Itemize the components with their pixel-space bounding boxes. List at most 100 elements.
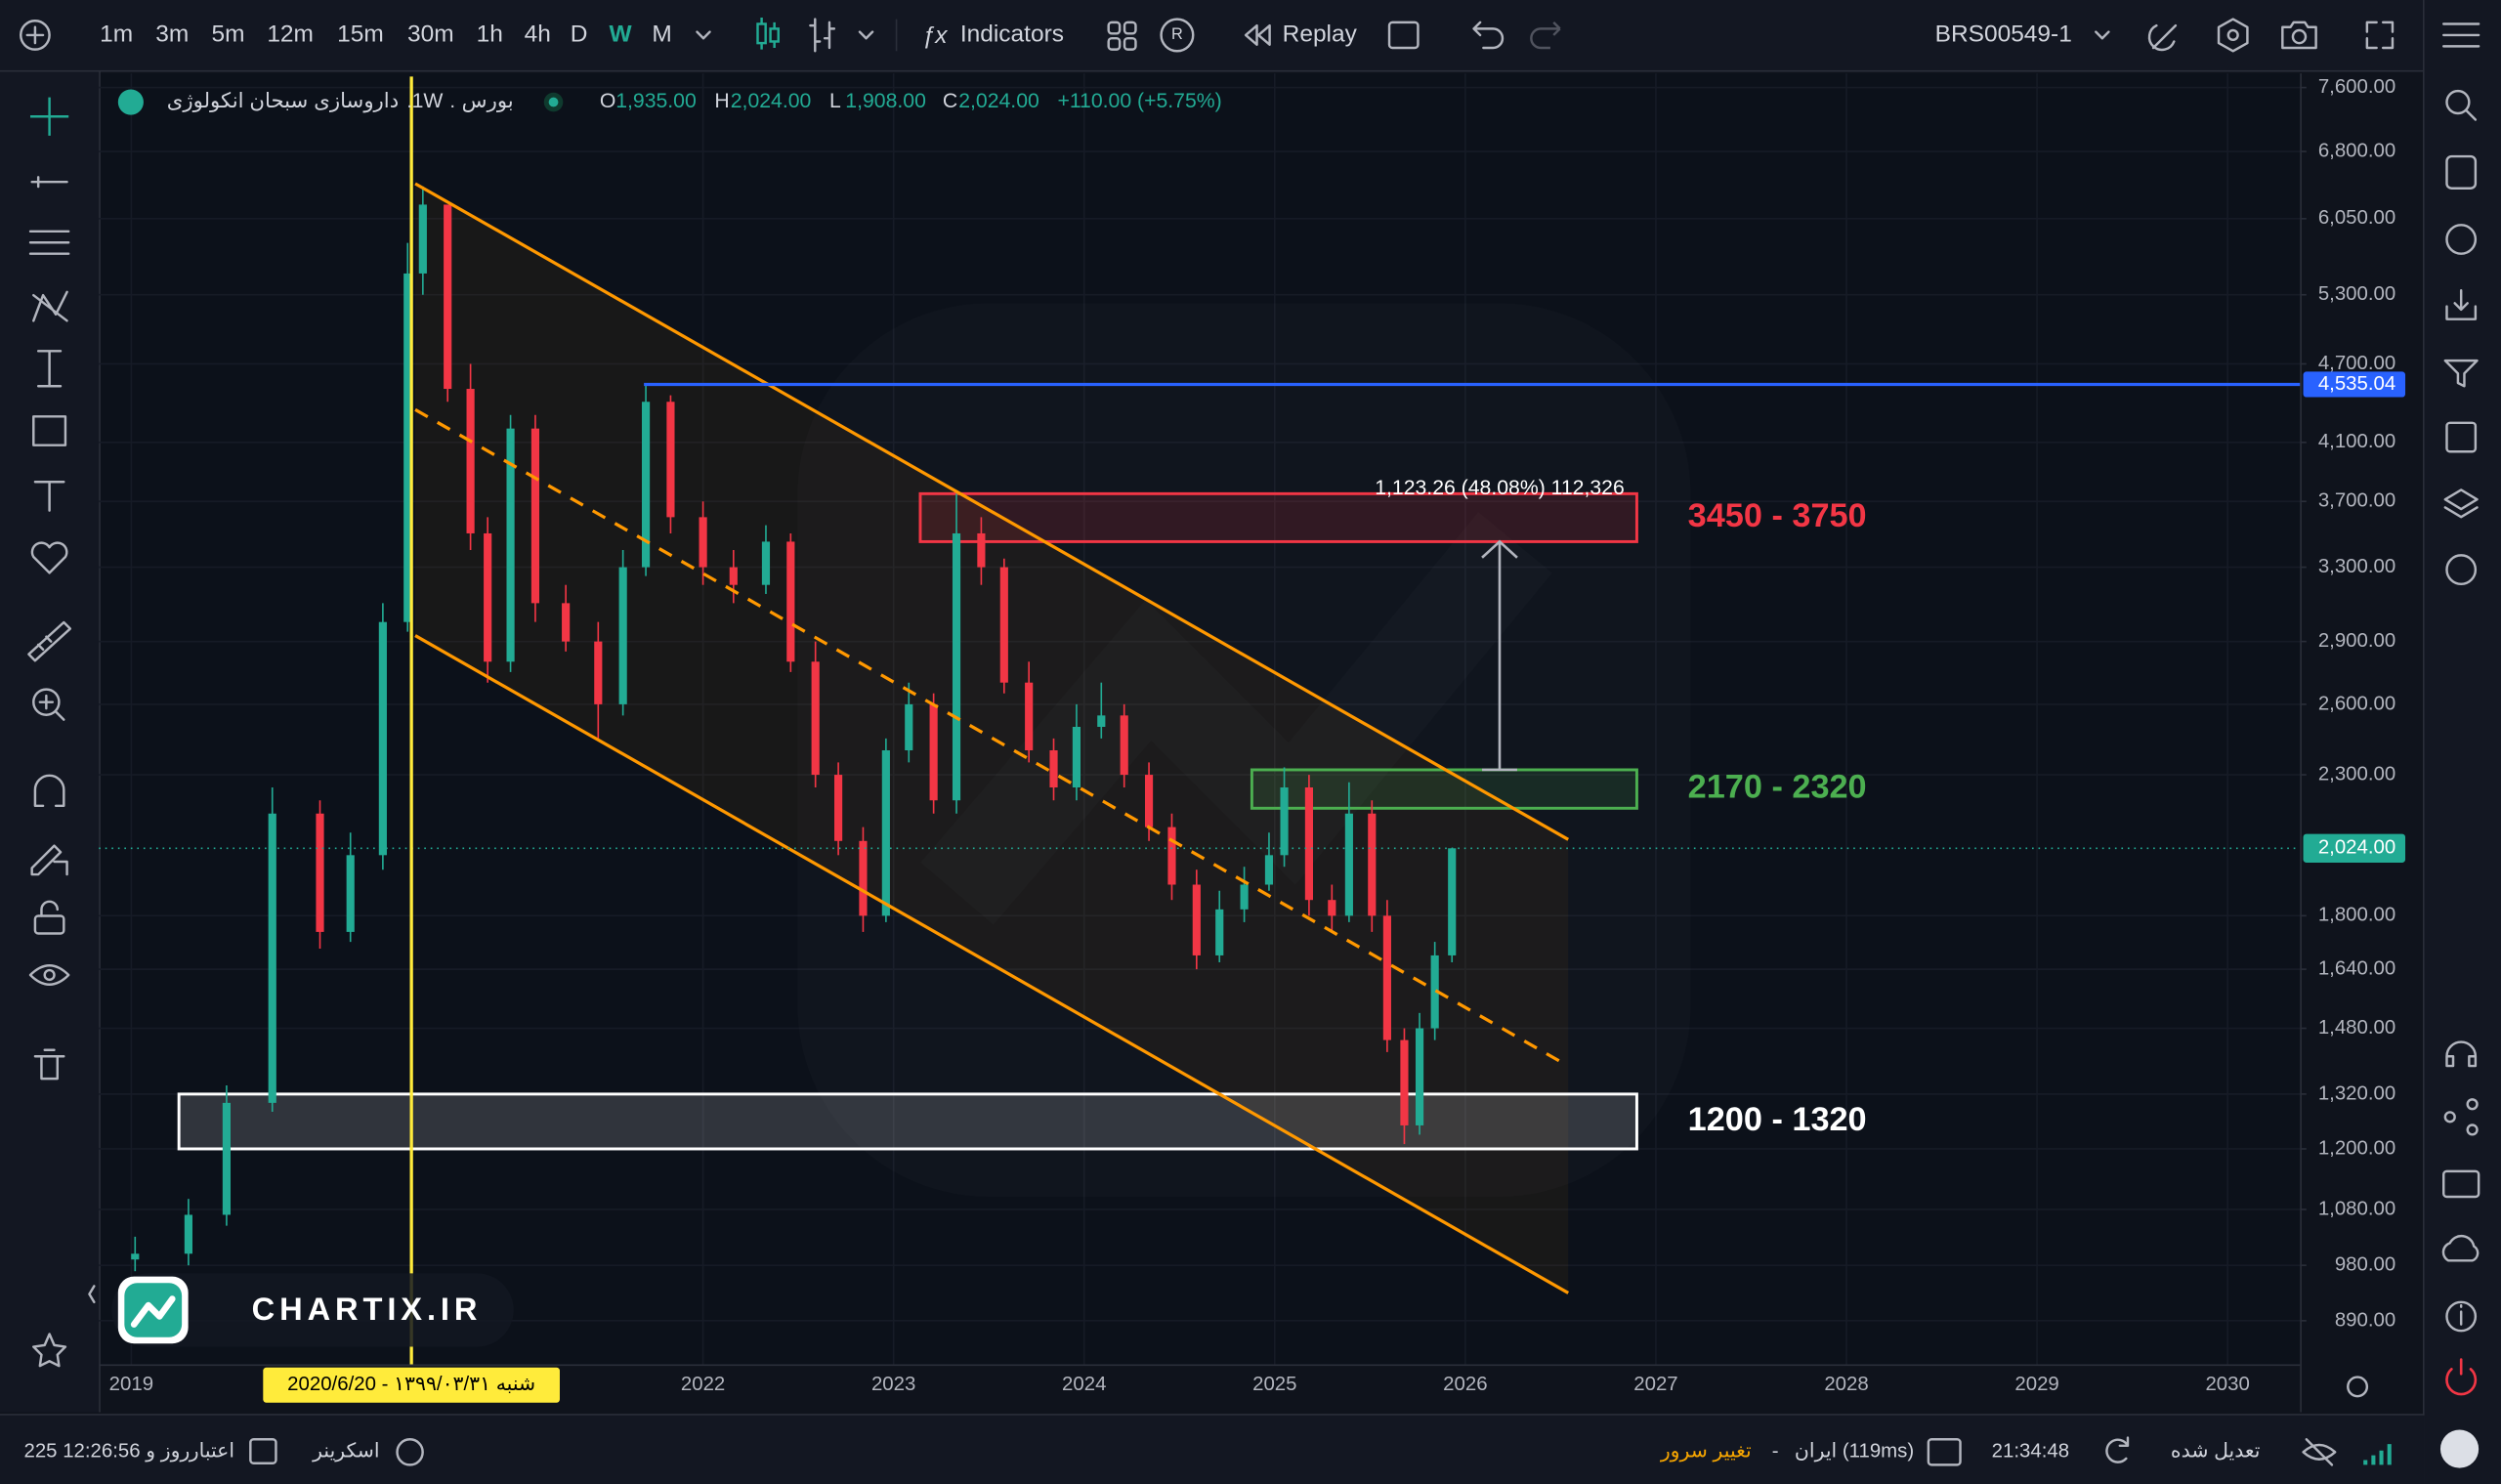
cloud[interactable] [2441, 1234, 2480, 1262]
timeframe[interactable]: W [610, 21, 633, 47]
adjusted[interactable]: تعدیل شده [2171, 1441, 2261, 1463]
crosshair[interactable] [30, 97, 69, 136]
zone [918, 491, 1638, 543]
timeframe[interactable]: 5m [211, 21, 244, 47]
y-tick-label: 7,600.00 [2318, 76, 2395, 98]
avatar[interactable] [2439, 1429, 2480, 1468]
timeframe[interactable]: 1m [100, 21, 133, 47]
delete[interactable] [33, 1048, 65, 1081]
candle-body [952, 532, 961, 801]
y-tick-label: 6,050.00 [2318, 207, 2395, 229]
bar-type[interactable] [809, 18, 836, 53]
share[interactable] [2443, 1111, 2456, 1124]
channel-fill [415, 183, 1569, 1293]
timeframes: 1m 3m 5m 12m 15m 30m 1h 4h D W M [100, 21, 672, 47]
icon-tool[interactable] [30, 541, 68, 574]
candle-body [1144, 775, 1154, 827]
timeframe[interactable]: 30m [407, 21, 454, 47]
candle-body [1344, 813, 1353, 916]
quick-search[interactable] [2147, 23, 2178, 52]
price-tag-label: 2,024.00 [2318, 837, 2395, 859]
layers[interactable] [2443, 488, 2479, 519]
replay-button[interactable]: Replay [1283, 21, 1358, 47]
symbol-logo [117, 89, 144, 115]
timeframe[interactable]: 15m [337, 21, 384, 47]
snapshot[interactable] [2281, 21, 2317, 50]
left-toolbar [0, 71, 100, 1413]
timeframe[interactable]: 3m [155, 21, 189, 47]
fib-tool[interactable] [28, 230, 70, 255]
timeframe[interactable]: D [571, 21, 588, 47]
alerts[interactable] [2445, 224, 2478, 255]
channel-line [414, 407, 1570, 1068]
candle-body [929, 703, 938, 801]
fullscreen-select[interactable] [1387, 21, 1420, 50]
chart-type-menu[interactable] [858, 30, 874, 40]
timeframe[interactable]: 1h [477, 21, 503, 47]
payments[interactable] [2442, 1169, 2480, 1199]
magnet[interactable] [33, 774, 65, 808]
projection-tool[interactable] [36, 350, 63, 388]
screener[interactable]: اسکرینر [312, 1441, 379, 1463]
filter[interactable] [2443, 359, 2479, 388]
refresh[interactable] [2105, 1436, 2130, 1463]
candle-body [530, 428, 540, 604]
templates[interactable] [1107, 21, 1137, 51]
price-tag [2303, 833, 2406, 864]
collapse[interactable] [88, 1285, 96, 1304]
logout[interactable] [2445, 1358, 2478, 1396]
timeframe[interactable]: 12m [267, 21, 314, 47]
y-tick-label: 2,900.00 [2318, 630, 2395, 652]
y-tick-label: 2,600.00 [2318, 693, 2395, 714]
zoom-in[interactable] [32, 688, 61, 716]
menu[interactable] [2442, 22, 2480, 48]
y-tick-label: 5,300.00 [2318, 283, 2395, 305]
layout-name[interactable]: BRS00549-1 [1935, 21, 2072, 47]
candle-type[interactable] [756, 17, 780, 50]
channel-line [414, 634, 1570, 1294]
zone-label: 2170 - 2320 [1688, 769, 1867, 806]
info[interactable] [2445, 1300, 2478, 1333]
indicators-button[interactable]: Indicators [960, 21, 1064, 47]
support[interactable] [2445, 1040, 2478, 1068]
redo[interactable] [1530, 21, 1561, 50]
candle-body [881, 750, 890, 916]
candle-body [699, 517, 707, 568]
settings[interactable] [2217, 18, 2249, 53]
x-tick-label: 2027 [1633, 1374, 1677, 1395]
axis-settings[interactable] [2347, 1376, 2369, 1398]
watchlist[interactable] [2445, 154, 2478, 190]
draw-mode[interactable] [30, 844, 68, 876]
shape-tool[interactable] [32, 415, 67, 446]
symbol-name[interactable]: داروسازی سبحان انکولوژی [167, 90, 399, 112]
price-tag-label: 4,535.04 [2318, 373, 2395, 395]
candle-body [859, 840, 868, 916]
visibility-toggle[interactable] [2302, 1438, 2337, 1466]
ruler[interactable] [27, 620, 72, 662]
calendar[interactable] [2445, 421, 2478, 453]
add-button[interactable] [20, 20, 51, 51]
trend-line[interactable] [30, 176, 68, 189]
undo[interactable] [1472, 21, 1505, 50]
ohlc-key: O [600, 90, 616, 112]
timeframe-menu[interactable] [696, 30, 711, 40]
download[interactable] [2445, 289, 2478, 320]
lock[interactable] [33, 914, 65, 935]
candle-body [729, 567, 738, 585]
plot: 3450 - 3750 2170 - 2320 1200 - 1320 1,123.2… [99, 76, 2301, 1365]
globe[interactable] [2445, 554, 2478, 586]
favorites[interactable] [32, 1333, 67, 1368]
timeframe[interactable]: 4h [525, 21, 551, 47]
change-server[interactable]: تغییر سرور [1660, 1441, 1752, 1463]
text-tool[interactable] [33, 481, 65, 512]
layout-menu[interactable] [2095, 30, 2110, 40]
search[interactable] [2445, 89, 2471, 115]
timeframe[interactable]: M [652, 21, 671, 47]
fullscreen[interactable] [2365, 21, 2395, 50]
alert-button[interactable] [1160, 18, 1195, 53]
x-tick-label: 2029 [2014, 1374, 2058, 1395]
hide-drawings[interactable] [28, 963, 70, 986]
candle-body [1304, 787, 1314, 901]
candle-body [1240, 884, 1249, 910]
pattern-tool[interactable] [32, 290, 68, 322]
